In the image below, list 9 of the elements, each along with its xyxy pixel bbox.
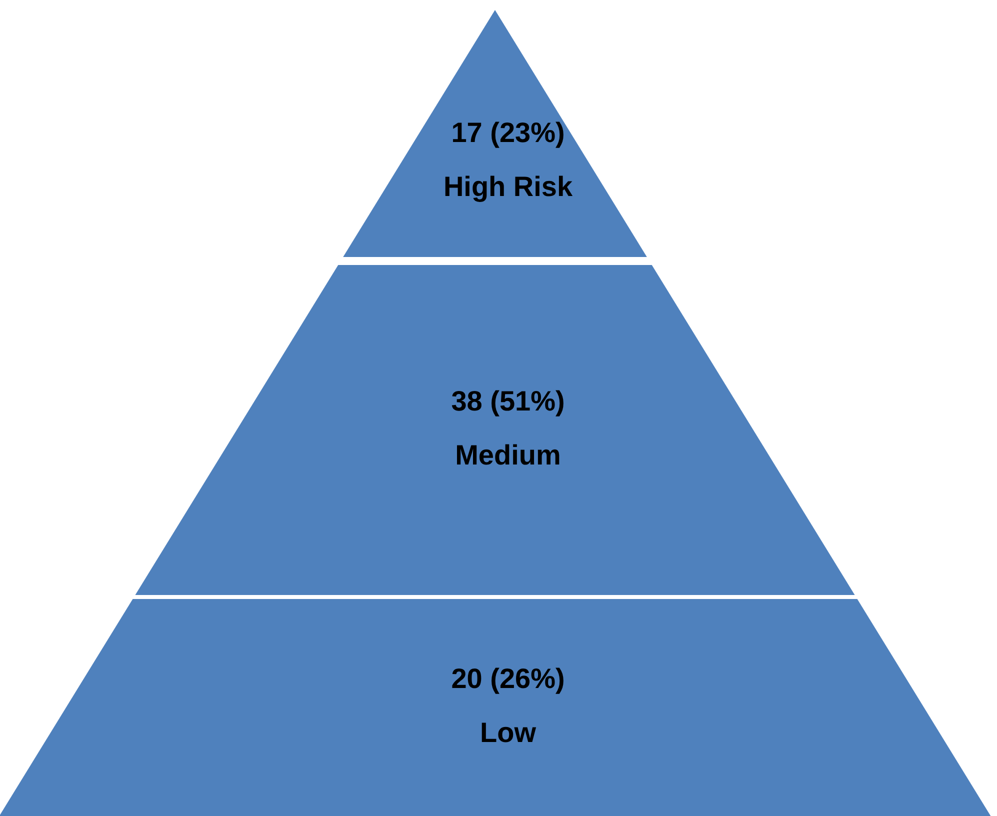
category-label: Low (480, 717, 536, 748)
data-label: 17 (451, 117, 482, 148)
data-label: 38 (451, 386, 482, 417)
category-label: Medium (455, 440, 561, 471)
text: (23%) (490, 117, 565, 148)
text: (51%) (490, 386, 565, 417)
category-label: High Risk (443, 171, 573, 202)
text: (26%) (490, 663, 565, 694)
data-label: 20 (451, 663, 482, 694)
